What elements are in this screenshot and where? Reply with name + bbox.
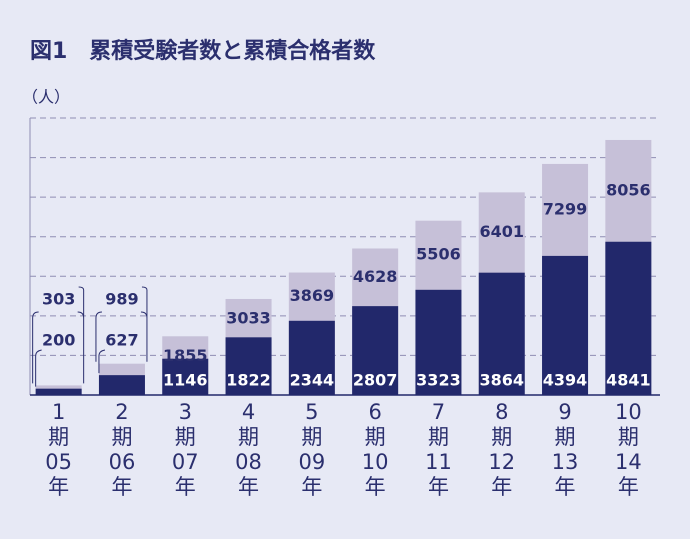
- data-label: 200: [42, 331, 75, 350]
- x-tick-label: 10: [362, 450, 389, 474]
- data-label: 2344: [290, 371, 335, 390]
- x-tick-label: 年: [175, 475, 196, 499]
- x-tick-label: 10: [615, 400, 642, 424]
- x-tick-label: 5: [305, 400, 318, 424]
- x-tick-label: 年: [491, 475, 512, 499]
- x-tick-label: 期: [301, 425, 322, 449]
- data-label: 4394: [543, 371, 588, 390]
- bracket: [32, 311, 39, 384]
- data-label: 6401: [479, 222, 524, 241]
- data-label: 4628: [353, 267, 398, 286]
- y-unit: （人）: [22, 88, 70, 107]
- x-tick-label: 2: [115, 400, 128, 424]
- bracket: [77, 286, 85, 384]
- x-tick-label: 年: [301, 475, 322, 499]
- x-tick-label: 期: [48, 425, 69, 449]
- x-tick-label: 期: [555, 425, 576, 449]
- data-label: 1855: [163, 346, 208, 365]
- bar: [35, 388, 82, 395]
- x-tick-label: 年: [48, 475, 69, 499]
- data-label: 1822: [226, 371, 271, 390]
- data-label: 8056: [606, 180, 651, 199]
- bar: [98, 375, 145, 395]
- bar: [162, 358, 209, 395]
- data-label: 303: [42, 290, 75, 309]
- x-tick-label: 14: [615, 450, 642, 474]
- bar: [415, 289, 462, 395]
- bracket: [140, 286, 148, 362]
- x-tick-label: 12: [488, 450, 515, 474]
- bar: [478, 272, 525, 395]
- bar: [225, 337, 272, 395]
- bar: [352, 306, 399, 395]
- x-tick-label: 7: [432, 400, 445, 424]
- bar: [542, 255, 589, 395]
- bracket: [95, 311, 102, 362]
- x-tick-label: 年: [428, 475, 449, 499]
- chart-title: 図1 累積受験者数と累積合格者数: [30, 38, 376, 64]
- x-tick-label: 06: [109, 450, 136, 474]
- data-label: 7299: [543, 199, 588, 218]
- x-tick-label: 8: [495, 400, 508, 424]
- x-tick-label: 年: [618, 475, 639, 499]
- data-label: 5506: [416, 245, 461, 264]
- x-tick-label: 期: [618, 425, 639, 449]
- x-tick-label: 期: [111, 425, 132, 449]
- data-label: 4841: [606, 371, 651, 390]
- data-label: 627: [105, 331, 138, 350]
- x-tick-label: 年: [238, 475, 259, 499]
- x-tick-label: 1: [52, 400, 65, 424]
- x-tick-label: 13: [552, 450, 579, 474]
- x-tick-label: 期: [238, 425, 259, 449]
- x-tick-label: 3: [179, 400, 192, 424]
- x-tick-label: 11: [425, 450, 452, 474]
- x-tick-label: 期: [428, 425, 449, 449]
- x-tick-label: 09: [298, 450, 325, 474]
- x-tick-label: 4: [242, 400, 255, 424]
- x-tick-label: 年: [555, 475, 576, 499]
- bar: [288, 320, 335, 395]
- bracket: [98, 349, 106, 374]
- data-label: 1146: [163, 371, 208, 390]
- x-tick-label: 期: [175, 425, 196, 449]
- x-tick-label: 年: [365, 475, 386, 499]
- data-label: 3033: [226, 308, 271, 327]
- data-label: 3323: [416, 371, 461, 390]
- data-label: 2807: [353, 371, 398, 390]
- x-tick-label: 07: [172, 450, 199, 474]
- x-tick-label: 年: [111, 475, 132, 499]
- data-label: 3869: [290, 286, 335, 305]
- x-tick-label: 9: [558, 400, 571, 424]
- x-tick-label: 05: [45, 450, 72, 474]
- bar: [605, 241, 652, 395]
- data-label: 3864: [479, 371, 524, 390]
- x-tick-label: 期: [491, 425, 512, 449]
- x-tick-label: 08: [235, 450, 262, 474]
- x-tick-label: 期: [365, 425, 386, 449]
- x-tick-label: 6: [368, 400, 381, 424]
- data-label: 989: [105, 290, 138, 309]
- bracket: [35, 349, 42, 387]
